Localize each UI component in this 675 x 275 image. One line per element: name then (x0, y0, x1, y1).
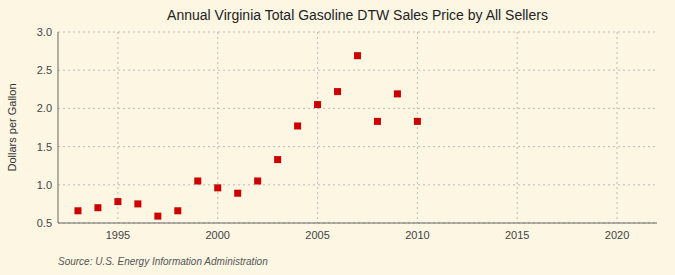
point (214, 184, 221, 191)
point (334, 88, 341, 95)
grid-line (117, 32, 118, 223)
point (294, 122, 301, 129)
tick-label: 1995 (106, 229, 130, 241)
tick-label: 0.5 (37, 217, 52, 229)
tick-label: 2.0 (37, 102, 52, 114)
point (94, 204, 101, 211)
grid-line (617, 32, 618, 223)
points (74, 52, 420, 219)
point (274, 156, 281, 163)
point (394, 90, 401, 97)
grid (58, 32, 657, 223)
x-axis-line (58, 223, 657, 224)
point (74, 207, 81, 214)
grid-line (417, 32, 418, 223)
grid-line (217, 32, 218, 223)
tick-label: 2010 (405, 229, 429, 241)
source-note: Source: U.S. Energy Information Administ… (58, 256, 268, 267)
tick-label: 2.5 (37, 64, 52, 76)
tick-label: 3.0 (37, 26, 52, 38)
point (134, 200, 141, 207)
chart: Annual Virginia Total Gasoline DTW Sales… (0, 0, 675, 275)
tick-label: 2000 (205, 229, 229, 241)
point (194, 177, 201, 184)
tick-label: 2020 (605, 229, 629, 241)
grid-line (58, 108, 657, 109)
grid-line (58, 70, 657, 71)
point (234, 190, 241, 197)
point (374, 118, 381, 125)
grid-line (517, 32, 518, 223)
point (314, 101, 321, 108)
point (174, 207, 181, 214)
point (414, 118, 421, 125)
point (114, 198, 121, 205)
grid-line (58, 146, 657, 147)
grid-line (58, 223, 657, 224)
point (354, 52, 361, 59)
point (254, 177, 261, 184)
grid-line (317, 32, 318, 223)
y-axis-label: Dollars per Gallon (6, 83, 18, 171)
axes: 0.5 1.0 1.5 2.0 2.5 3.0 1995 2000 2005 2010 2015 20… (37, 26, 657, 241)
tick-label: 1.5 (37, 141, 52, 153)
title: Annual Virginia Total Gasoline DTW Sales… (167, 7, 548, 23)
y-axis-line (58, 32, 59, 223)
point (154, 213, 161, 220)
tick-label: 2005 (305, 229, 329, 241)
tick-label: 2015 (505, 229, 529, 241)
grid-line (58, 184, 657, 185)
grid-line (58, 32, 657, 33)
background (0, 0, 675, 275)
tick-label: 1.0 (37, 179, 52, 191)
